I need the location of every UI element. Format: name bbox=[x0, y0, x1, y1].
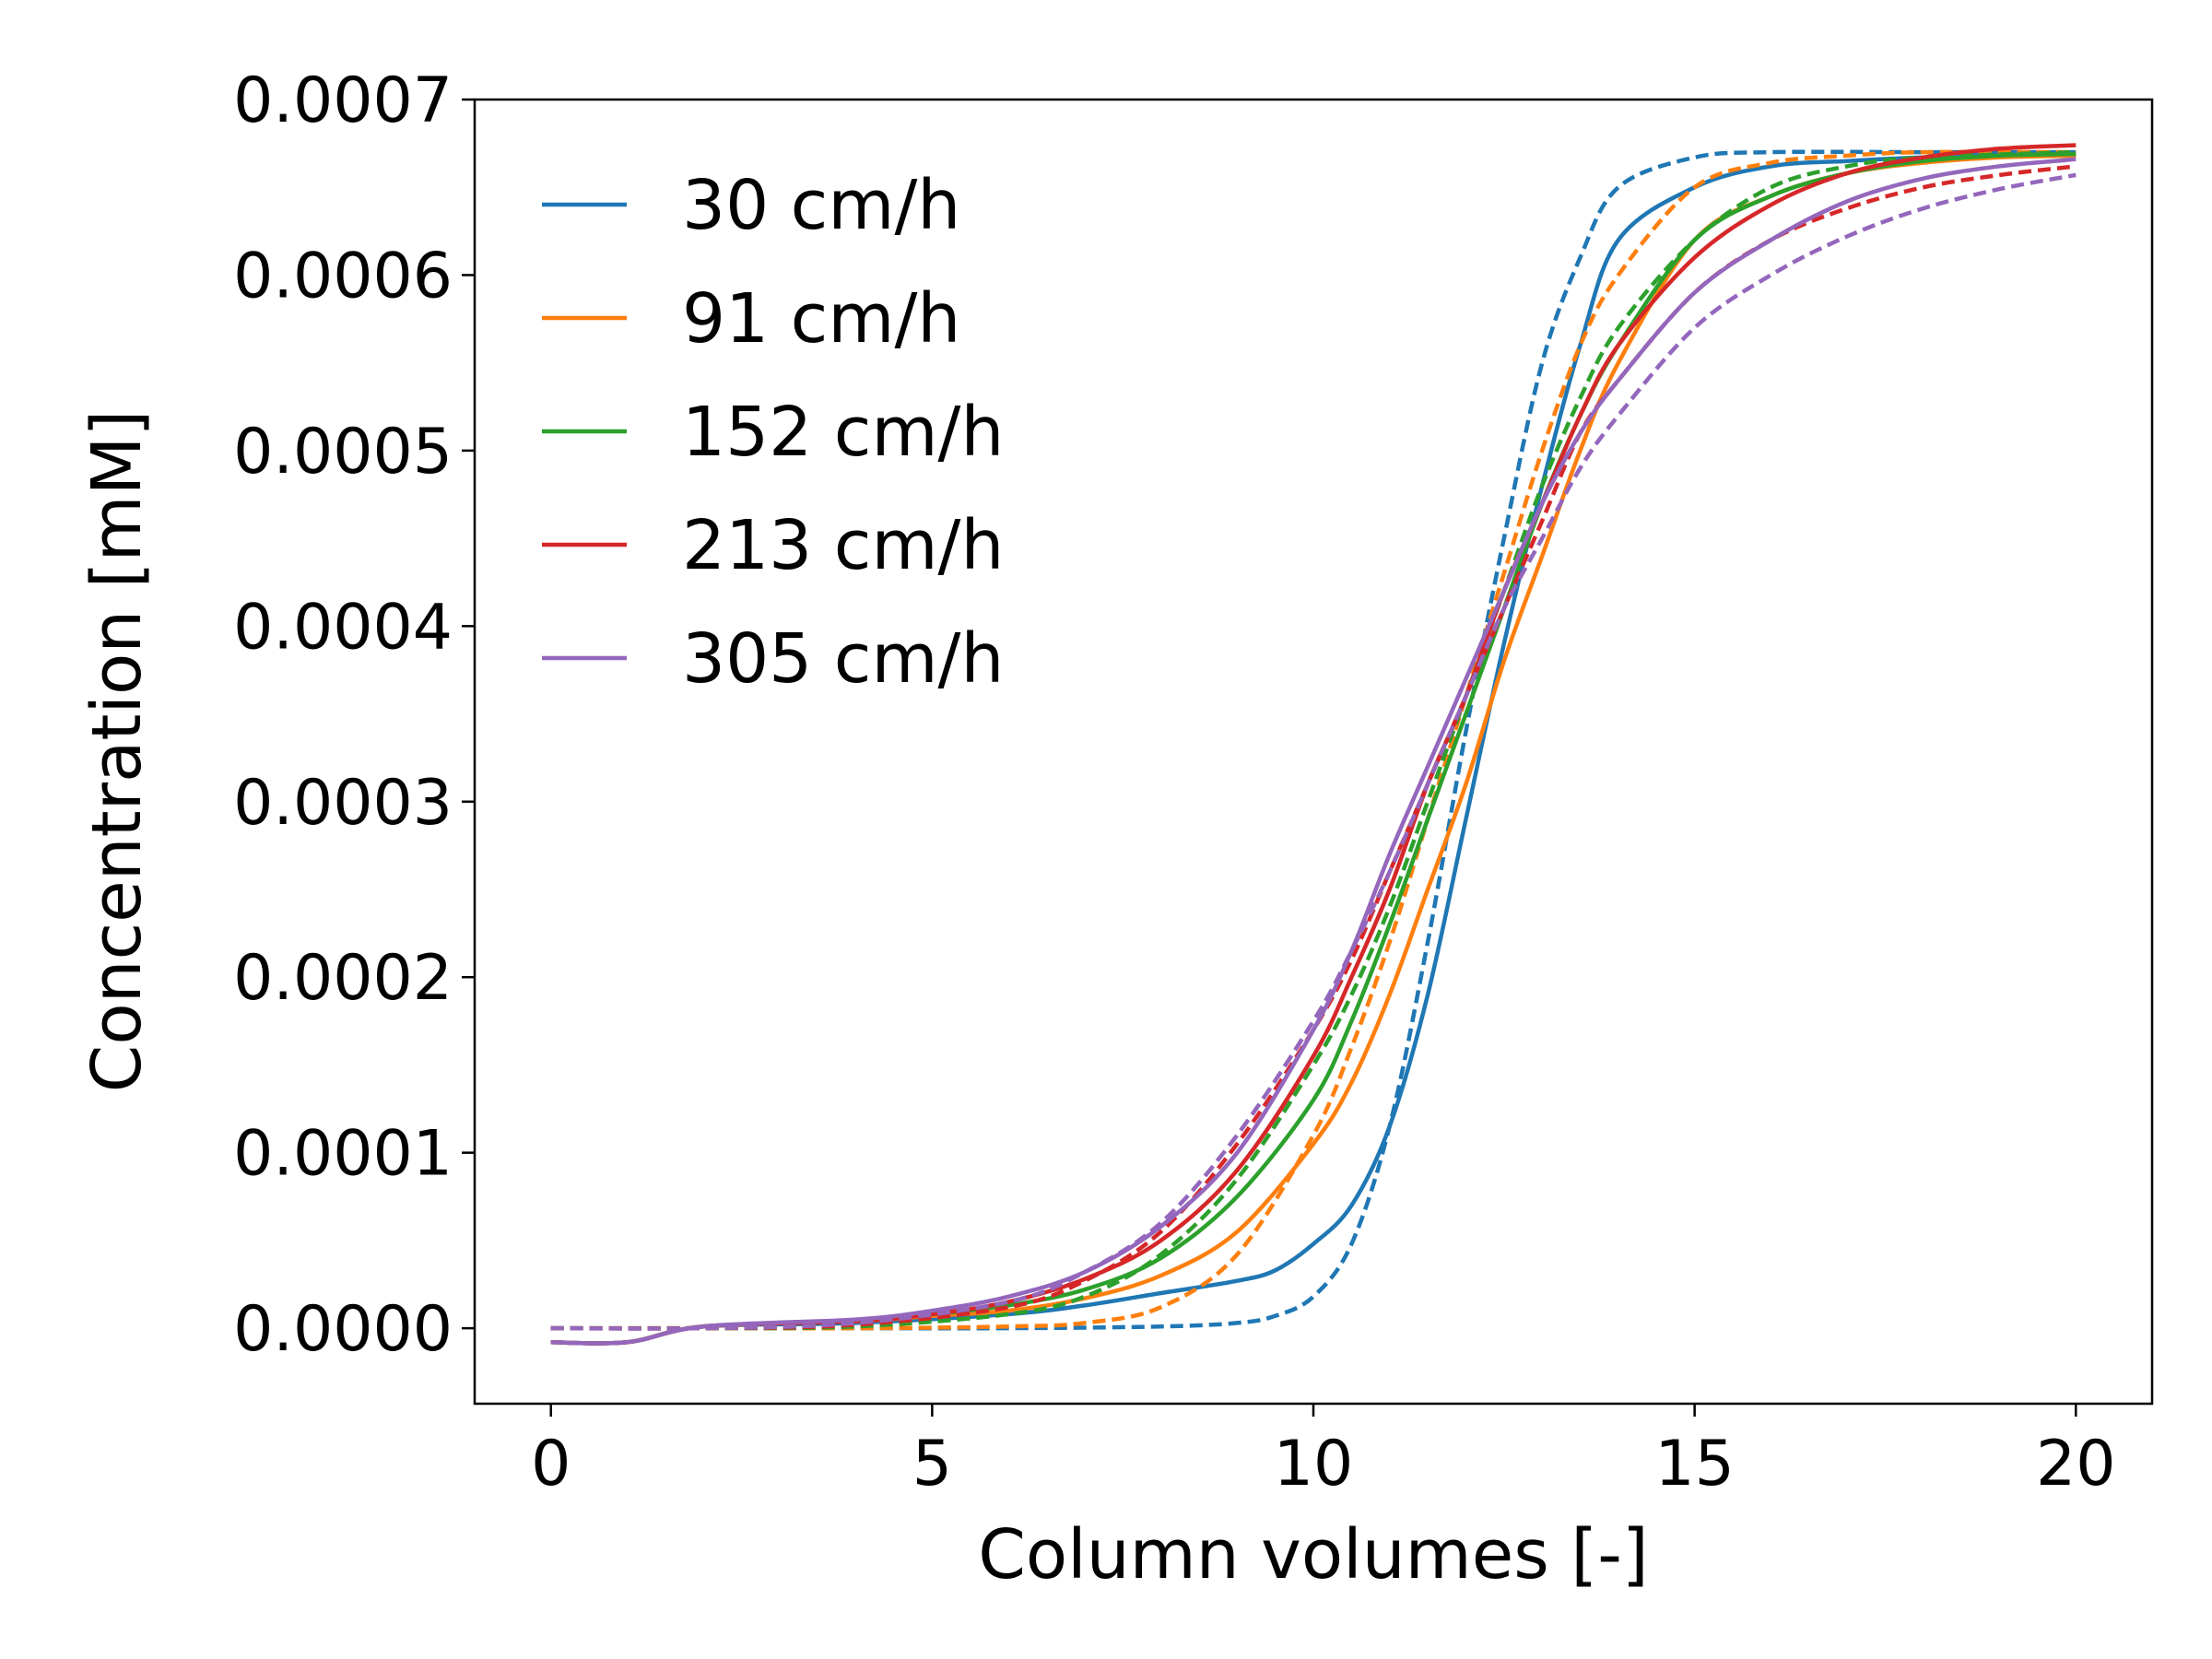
y-axis: 0.0000 0.0001 0.0002 0.0003 0.0004 0.0005 0.00… bbox=[233, 65, 475, 1366]
x-tick-label: 20 bbox=[2036, 1428, 2116, 1500]
x-tick-label: 10 bbox=[1274, 1428, 1354, 1500]
x-tick-label: 0 bbox=[531, 1428, 571, 1500]
y-tick-label: 0.0003 bbox=[233, 767, 453, 840]
x-tick-label: 5 bbox=[912, 1428, 952, 1500]
legend-label: 213 cm/h bbox=[682, 506, 1004, 585]
y-tick-label: 0.0006 bbox=[233, 240, 453, 312]
x-tick-label: 15 bbox=[1654, 1428, 1735, 1500]
plot-area bbox=[550, 143, 2077, 1346]
legend: 30 cm/h 91 cm/h 152 cm/h 213 cm/h 305 cm/h bbox=[542, 166, 1004, 699]
y-axis-title: Concentration [mM] bbox=[77, 410, 157, 1093]
series-305-cm-h-model-line bbox=[550, 172, 2077, 1331]
x-axis: 0 5 10 15 20 bbox=[531, 1404, 2116, 1500]
legend-label: 30 cm/h bbox=[682, 166, 960, 245]
y-tick-label: 0.0007 bbox=[233, 65, 453, 137]
series-30-cm-h-experiment-line bbox=[550, 153, 2077, 1346]
series-152-cm-h-model-line bbox=[550, 149, 2077, 1331]
legend-label: 305 cm/h bbox=[682, 619, 1004, 699]
axes-frame bbox=[473, 98, 2154, 1406]
legend-label: 91 cm/h bbox=[682, 279, 960, 359]
x-axis-title: Column volumes [-] bbox=[978, 1515, 1649, 1594]
legend-label: 152 cm/h bbox=[682, 393, 1004, 472]
series-305-cm-h-experiment-line bbox=[550, 157, 2077, 1346]
y-tick-label: 0.0002 bbox=[233, 942, 453, 1015]
y-tick-label: 0.0004 bbox=[233, 591, 453, 664]
y-tick-label: 0.0005 bbox=[233, 416, 453, 488]
y-tick-label: 0.0000 bbox=[233, 1293, 453, 1366]
y-tick-label: 0.0001 bbox=[233, 1118, 453, 1191]
